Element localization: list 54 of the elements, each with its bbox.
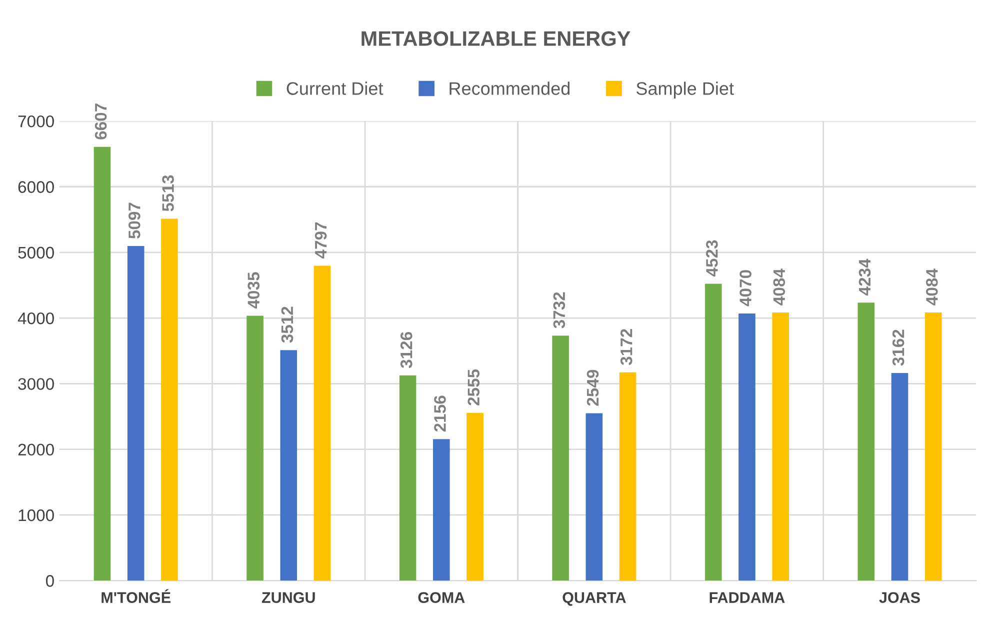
bar (246, 316, 264, 581)
bar (466, 412, 484, 581)
bar (552, 336, 569, 581)
bar (704, 284, 722, 581)
bar (127, 246, 144, 581)
legend-label: Recommended (450, 82, 570, 95)
bar (314, 266, 331, 581)
chart-title: METABOLIZABLE ENERGY (362, 31, 630, 46)
bar (94, 146, 111, 581)
bar (738, 313, 756, 581)
bar (280, 350, 298, 581)
legend-label: Sample Diet (636, 82, 734, 99)
data-label: 6607 (94, 104, 107, 140)
y-tick-label: 2000 (18, 444, 54, 456)
y-tick-label: 0 (46, 575, 54, 587)
data-label: 5513 (162, 175, 174, 212)
bar (619, 372, 636, 581)
bar (586, 413, 603, 581)
bar (772, 312, 789, 581)
x-tick-label: GOMA (418, 592, 465, 603)
bar (891, 373, 908, 581)
data-label: 3172 (620, 329, 632, 366)
legend-label: Current Diet (286, 82, 384, 95)
bar (399, 375, 416, 581)
x-tick-label: JOAS (879, 592, 920, 603)
x-tick-label: M'TONGÉ (102, 589, 170, 603)
y-tick-label: 3000 (18, 378, 54, 390)
data-label: 2156 (434, 396, 446, 432)
data-label: 5097 (128, 202, 140, 239)
bar (433, 439, 450, 581)
x-tick-label: QUARTA (562, 592, 626, 606)
data-label: 4070 (740, 270, 752, 306)
x-tick-label: FADDAMA (710, 592, 785, 603)
x-tick-label: ZUNGU (262, 592, 315, 603)
data-label: 3162 (892, 330, 904, 366)
data-label: 3126 (400, 332, 412, 368)
data-label: 4084 (926, 268, 938, 306)
data-label: 2549 (586, 370, 599, 406)
data-label: 4234 (858, 258, 871, 296)
data-label: 4035 (248, 272, 260, 309)
y-tick-label: 5000 (18, 246, 54, 259)
data-label: 4523 (706, 240, 718, 277)
bar (161, 218, 178, 581)
y-tick-label: 1000 (18, 509, 54, 522)
data-label: 3512 (281, 306, 294, 343)
y-tick-label: 7000 (18, 115, 54, 128)
bar (924, 312, 942, 581)
y-tick-label: 4000 (18, 312, 54, 324)
bar (858, 302, 875, 581)
data-label: 4797 (314, 222, 327, 259)
data-label: 3732 (553, 292, 566, 328)
data-label: 2555 (468, 369, 480, 406)
y-tick-label: 6000 (18, 181, 54, 193)
data-label: 4084 (773, 268, 786, 306)
